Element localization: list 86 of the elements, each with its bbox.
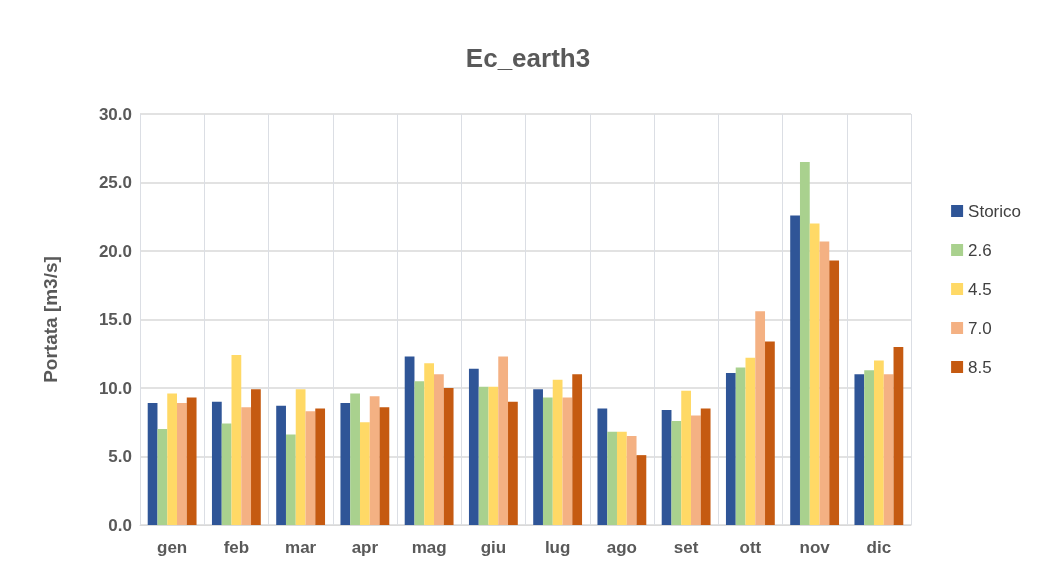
bar: [661, 409, 672, 525]
y-tick-label: 5.0: [108, 447, 132, 466]
bar: [508, 401, 518, 525]
legend-label: 4.5: [968, 279, 992, 299]
bar: [607, 431, 617, 525]
bar: [883, 374, 894, 525]
x-tick-label: mar: [285, 538, 317, 557]
x-tick-label: ago: [606, 538, 637, 557]
bar: [799, 161, 810, 525]
bar: [681, 390, 692, 525]
bar: [562, 397, 573, 525]
bar: [414, 381, 425, 525]
bar: [305, 411, 316, 525]
x-tick-label: gen: [157, 538, 188, 557]
bar: [893, 346, 904, 525]
bar: [177, 403, 187, 525]
x-tick-label: feb: [223, 538, 250, 557]
y-tick-label: 20.0: [98, 241, 132, 261]
bar: [829, 260, 840, 525]
bar: [211, 401, 222, 525]
legend-label: Storico: [968, 201, 1022, 221]
x-tick-label: mag: [411, 538, 447, 557]
y-tick-label: 25.0: [98, 173, 132, 192]
x-tick-label: giu: [480, 538, 507, 557]
bar: [691, 415, 701, 525]
bar: [424, 363, 435, 525]
y-tick-label: 30.0: [98, 104, 132, 124]
bar: [350, 393, 360, 525]
bar: [572, 374, 583, 525]
bar: [285, 434, 296, 525]
bar: [725, 372, 736, 525]
bar: [369, 396, 380, 525]
y-tick-label: 15.0: [98, 310, 132, 329]
x-tick-label: lug: [544, 538, 571, 557]
bar: [167, 393, 178, 525]
bar: [873, 360, 884, 525]
bar: [434, 374, 444, 525]
bar: [552, 379, 563, 525]
bar: [404, 356, 415, 525]
legend-label: 2.6: [968, 240, 992, 260]
bar: [478, 386, 489, 525]
bar: [157, 429, 168, 525]
bar: [616, 431, 627, 525]
bar: [636, 455, 647, 525]
bar: [295, 389, 306, 525]
bar: [315, 408, 326, 525]
bar: [147, 403, 158, 525]
bar: [488, 386, 499, 525]
bar: [379, 407, 390, 525]
legend-label: 8.5: [968, 357, 992, 377]
y-tick-label: 10.0: [98, 378, 132, 398]
bar: [468, 368, 479, 525]
bar: [542, 397, 553, 525]
bar: [626, 435, 637, 525]
bar: [864, 370, 874, 525]
bar: [443, 388, 454, 525]
bar: [735, 367, 746, 525]
bar: [186, 397, 197, 525]
bar: [700, 408, 711, 525]
bar: [854, 374, 865, 525]
bar: [359, 422, 370, 525]
bar: [671, 420, 682, 525]
bar: [597, 408, 608, 525]
x-tick-label: apr: [351, 538, 379, 557]
bar: [251, 389, 261, 525]
bar: [745, 357, 756, 525]
x-tick-label: ott: [739, 538, 762, 557]
x-tick-label: nov: [799, 538, 831, 557]
bar: [755, 311, 766, 525]
bar: [819, 241, 830, 525]
legend-label: 7.0: [968, 318, 992, 338]
chart-title: Ec_earth3: [465, 43, 591, 73]
bar: [809, 223, 820, 525]
bar: [221, 423, 232, 525]
bar: [276, 405, 286, 525]
x-tick-label: dic: [866, 538, 892, 557]
y-tick-label: 0.0: [108, 515, 132, 535]
x-tick-label: set: [673, 538, 699, 557]
bar: [340, 403, 351, 525]
bar: [231, 355, 242, 525]
bar: [533, 389, 543, 525]
y-axis-title: Portata [m3/s]: [40, 256, 61, 383]
bar: [241, 407, 252, 525]
bar: [498, 356, 509, 525]
bar: [765, 341, 775, 525]
bar: [790, 215, 800, 525]
